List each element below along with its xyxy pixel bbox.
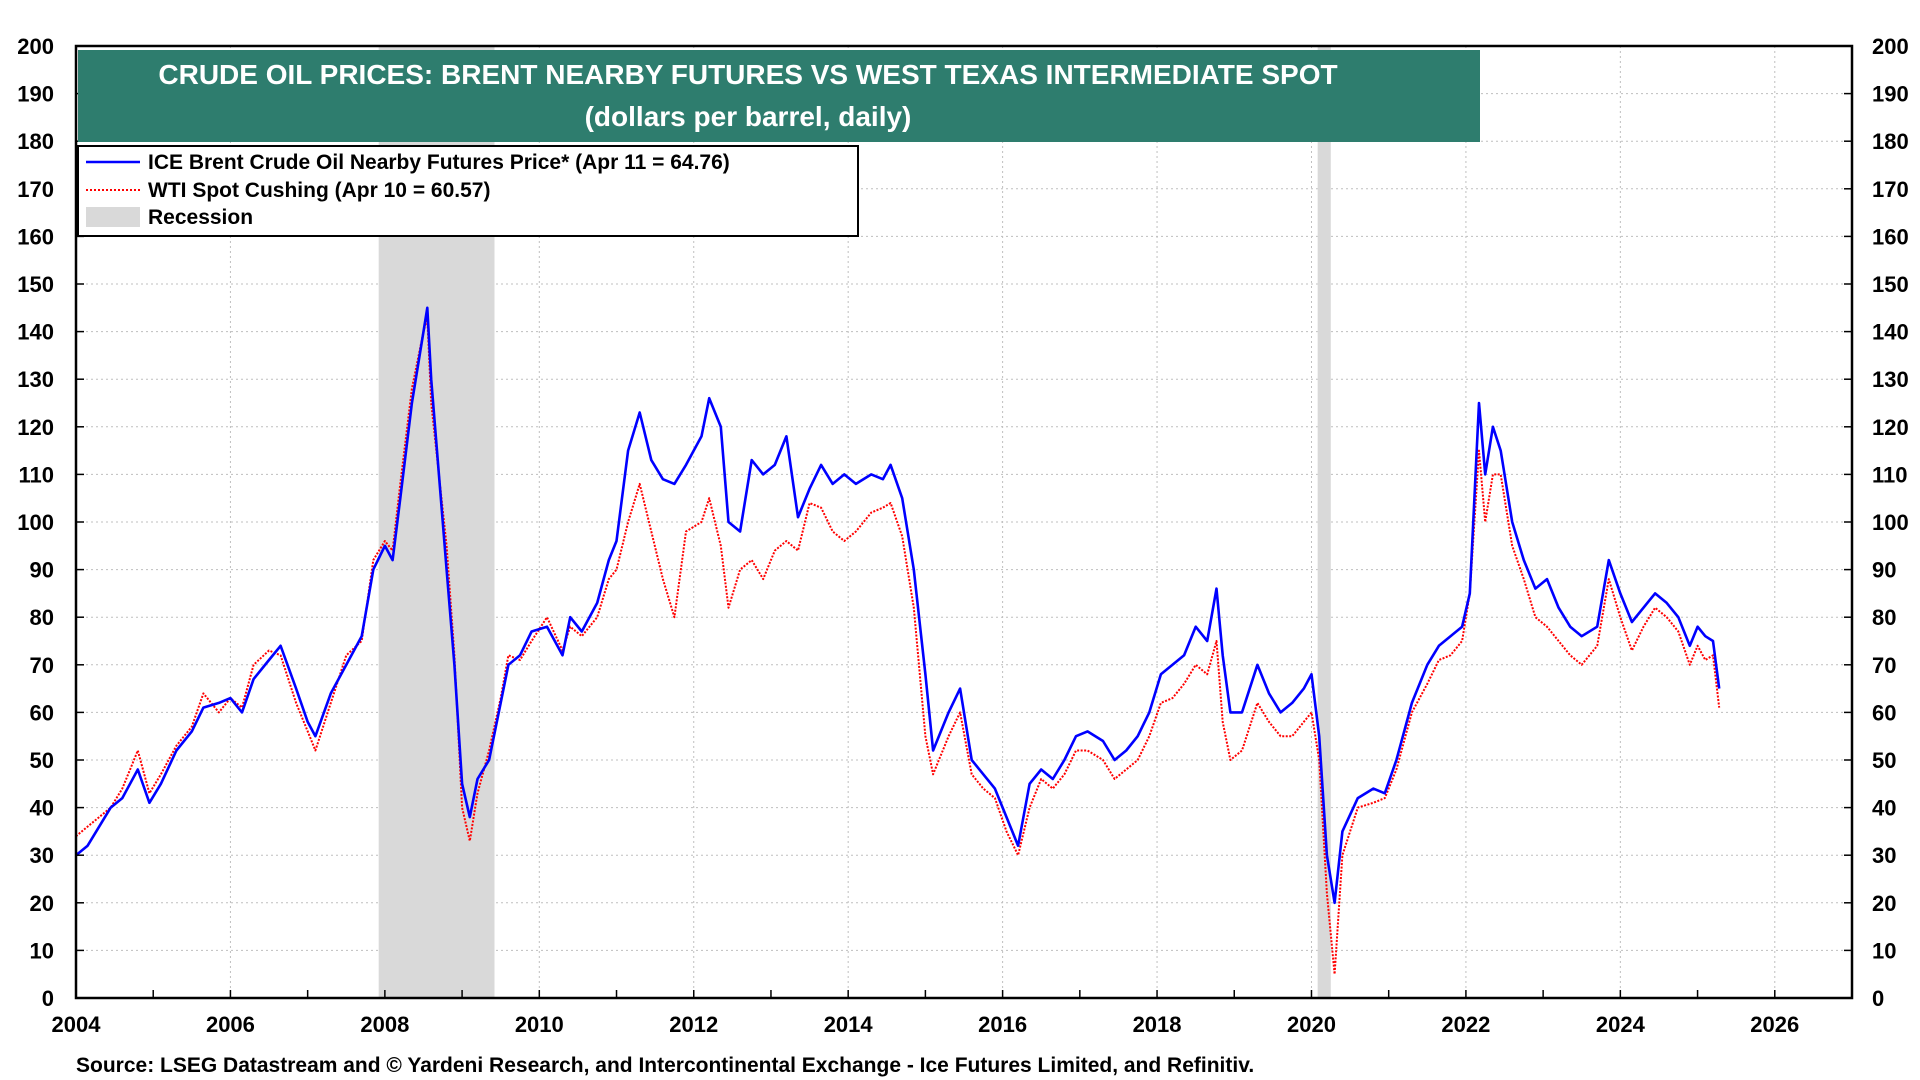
y-tick-label-right: 80	[1872, 605, 1896, 630]
title-background	[78, 50, 1480, 142]
source-note: Source: LSEG Datastream and © Yardeni Re…	[76, 1054, 1254, 1077]
y-tick-label-left: 50	[30, 748, 54, 773]
series-lines	[75, 306, 1721, 976]
y-tick-label-right: 180	[1872, 129, 1909, 154]
y-tick-label-left: 180	[17, 129, 54, 154]
x-tick-label: 2016	[978, 1012, 1027, 1037]
x-tick-label: 2024	[1596, 1012, 1646, 1037]
y-tick-label-right: 150	[1872, 272, 1909, 297]
y-tick-label-left: 170	[17, 177, 54, 202]
y-tick-label-left: 30	[30, 843, 54, 868]
y-tick-label-left: 90	[30, 558, 54, 583]
y-tick-label-right: 90	[1872, 558, 1896, 583]
y-tick-label-right: 200	[1872, 34, 1909, 59]
y-tick-label-left: 70	[30, 653, 54, 678]
x-tick-label: 2014	[824, 1012, 874, 1037]
y-tick-label-left: 190	[17, 82, 54, 107]
title-box: CRUDE OIL PRICES: BRENT NEARBY FUTURES V…	[78, 50, 1480, 142]
y-tick-label-left: 200	[17, 34, 54, 59]
x-tick-label: 2018	[1133, 1012, 1182, 1037]
y-tick-label-right: 50	[1872, 748, 1896, 773]
y-tick-label-left: 130	[17, 367, 54, 392]
y-tick-label-left: 0	[42, 986, 54, 1011]
series-line-brent	[75, 306, 1721, 905]
x-tick-label: 2008	[360, 1012, 409, 1037]
y-tick-label-right: 140	[1872, 320, 1909, 345]
y-tick-label-left: 100	[17, 510, 54, 535]
legend-swatch-recession	[86, 207, 140, 227]
x-axis: 2004 2006 2008 2010 2012 2014 2016 2018 2020 2022…	[52, 990, 1853, 1037]
y-tick-label-right: 20	[1872, 891, 1896, 916]
legend-label-wti: WTI Spot Cushing (Apr 10 = 60.57)	[148, 179, 490, 202]
y-tick-label-right: 0	[1872, 986, 1884, 1011]
recession-band	[1317, 46, 1331, 998]
y-tick-label-right: 190	[1872, 82, 1909, 107]
y-tick-label-left: 150	[17, 272, 54, 297]
legend-box	[77, 145, 859, 237]
y-tick-label-left: 40	[30, 796, 54, 821]
y-tick-label-right: 40	[1872, 796, 1896, 821]
x-tick-label: 2020	[1287, 1012, 1336, 1037]
series-line-wti	[75, 316, 1721, 976]
y-tick-label-left: 160	[17, 224, 54, 249]
y-tick-label-right: 170	[1872, 177, 1909, 202]
x-tick-label: 2026	[1750, 1012, 1799, 1037]
x-tick-label: 2006	[206, 1012, 255, 1037]
y-tick-label-right: 160	[1872, 224, 1909, 249]
chart-title: CRUDE OIL PRICES: BRENT NEARBY FUTURES V…	[158, 59, 1337, 90]
x-tick-label: 2010	[515, 1012, 564, 1037]
y-tick-label-left: 80	[30, 605, 54, 630]
x-tick-label: 2004	[52, 1012, 102, 1037]
y-axis-left: 0 10 20 30 40 50 60 70 80 90 100 110 120 130 140 150 160…	[17, 34, 84, 1011]
y-tick-label-right: 10	[1872, 938, 1896, 963]
y-tick-label-left: 20	[30, 891, 54, 916]
y-tick-label-left: 110	[19, 462, 55, 487]
y-tick-label-right: 60	[1872, 700, 1896, 725]
y-tick-label-left: 10	[30, 938, 54, 963]
x-tick-label: 2012	[669, 1012, 718, 1037]
y-tick-label-right: 100	[1872, 510, 1909, 535]
legend: ICE Brent Crude Oil Nearby Futures Price…	[77, 145, 859, 237]
y-axis-right: 0 10 20 30 40 50 60 70 80 90 100 110 120 130 140 150 160…	[1844, 34, 1909, 1011]
legend-label-brent: ICE Brent Crude Oil Nearby Futures Price…	[148, 151, 730, 174]
y-tick-label-right: 120	[1872, 415, 1909, 440]
legend-label-recession: Recession	[148, 206, 253, 229]
y-tick-label-left: 140	[17, 320, 54, 345]
y-tick-label-right: 130	[1872, 367, 1909, 392]
y-tick-label-left: 60	[30, 700, 54, 725]
x-tick-label: 2022	[1441, 1012, 1490, 1037]
y-tick-label-left: 120	[17, 415, 54, 440]
y-tick-label-right: 70	[1872, 653, 1896, 678]
chart-subtitle: (dollars per barrel, daily)	[585, 101, 912, 132]
y-tick-label-right: 30	[1872, 843, 1896, 868]
y-tick-label-right: 110	[1872, 462, 1908, 487]
